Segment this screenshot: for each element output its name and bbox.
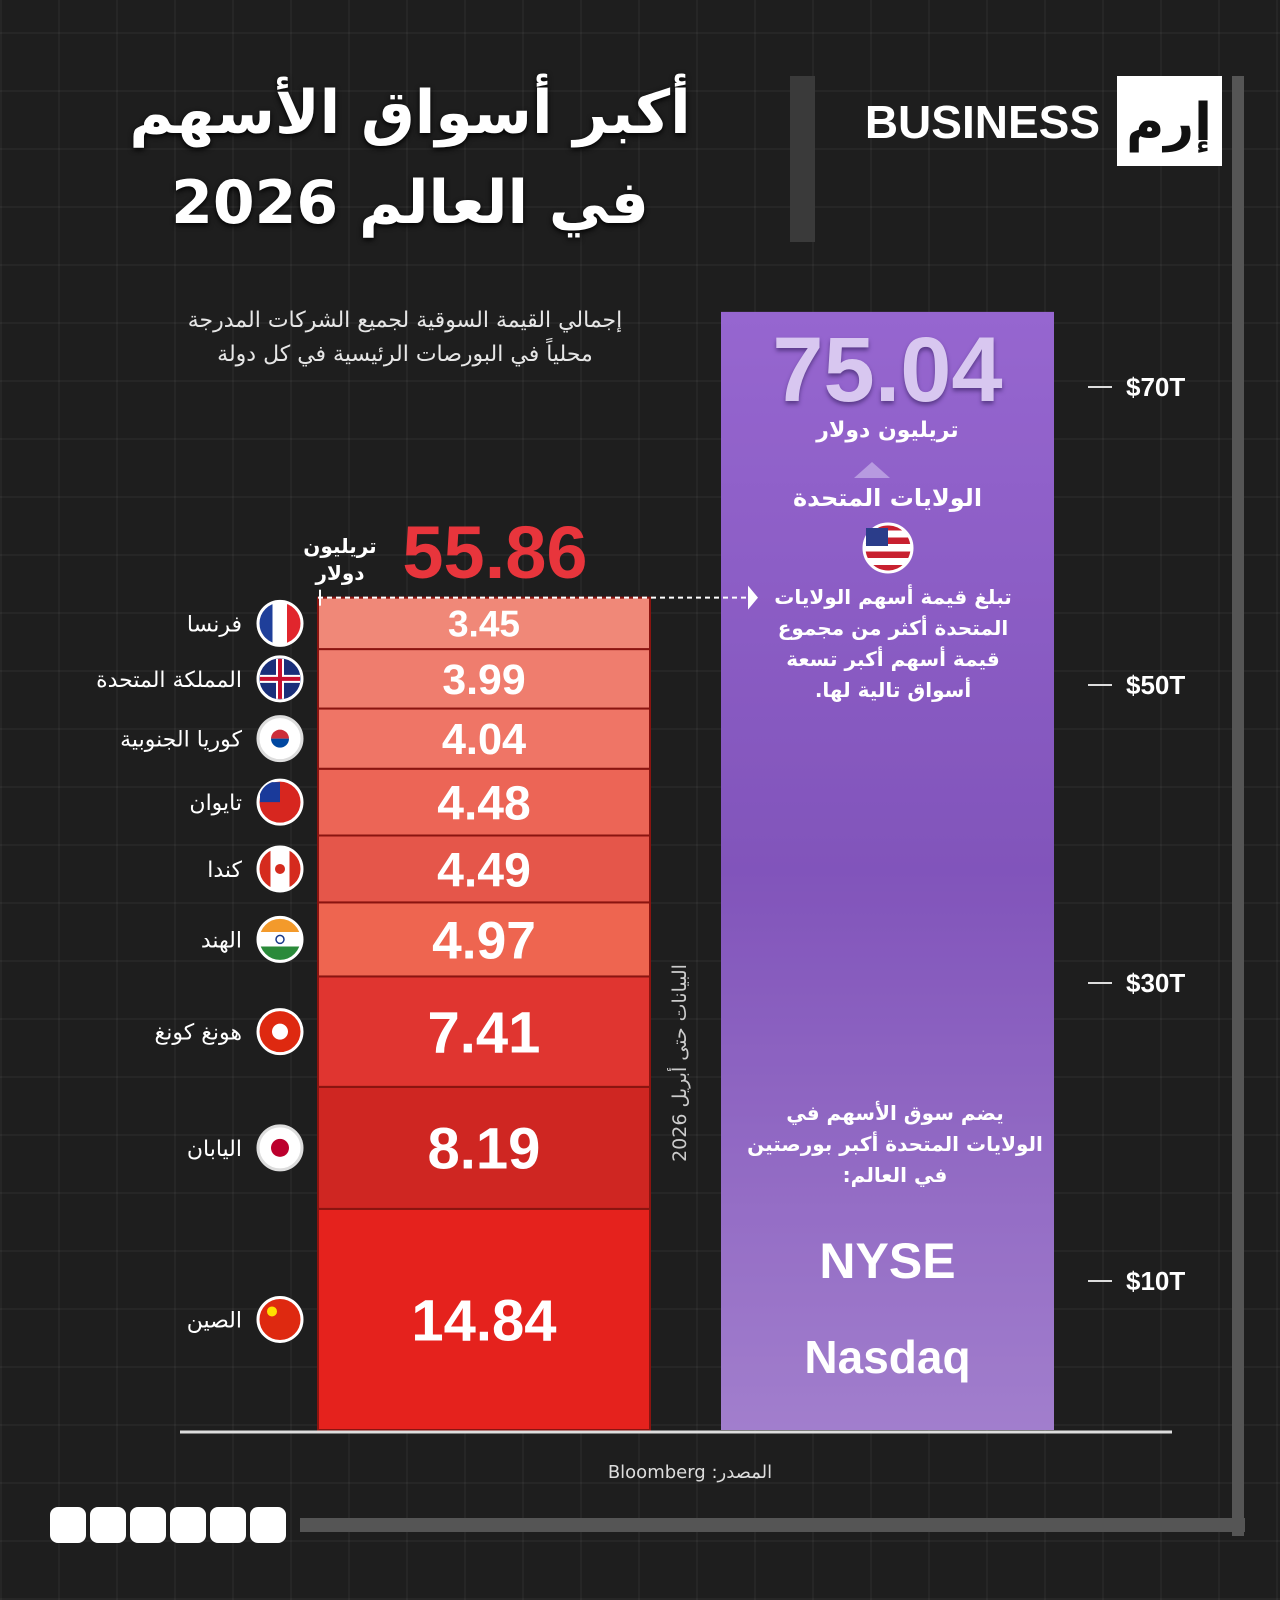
segment <box>317 1207 651 1432</box>
flag-taeguk-red <box>271 729 289 739</box>
segment-label: 4.49 <box>437 843 531 897</box>
country-label: المملكة المتحدة <box>96 668 242 693</box>
segment-label: 8.19 <box>428 1117 541 1182</box>
segment-label: 7.41 <box>428 1001 541 1066</box>
logo-box <box>1117 76 1222 166</box>
leader-note: تبلغ قيمة أسهم الولايات المتحدة أكثر من … <box>774 585 1012 702</box>
total-unit: تريليون دولار <box>303 534 377 585</box>
youtube-icon[interactable] <box>250 1507 286 1543</box>
logo: إرم <box>1126 93 1212 153</box>
segment-label: 4.97 <box>432 912 536 971</box>
segment-label: 3.99 <box>442 656 525 704</box>
country-label: كوريا الجنوبية <box>120 728 242 753</box>
flag-china <box>256 1295 304 1343</box>
facebook-icon[interactable] <box>50 1507 86 1543</box>
flag <box>256 778 304 826</box>
subtitle-line-1: إجمالي القيمة السوقية لجميع الشركات المد… <box>187 308 623 333</box>
country-label: تايوان <box>189 791 242 816</box>
segment-label: 3.45 <box>448 603 520 645</box>
flag <box>256 1124 304 1172</box>
leader-name: الولايات المتحدة <box>792 484 983 512</box>
data-note: البيانات حتى أبريل 2026 <box>669 964 691 1162</box>
flag-cross-red <box>260 658 300 699</box>
instagram-icon[interactable] <box>90 1507 126 1543</box>
snapchat-icon[interactable] <box>210 1507 246 1543</box>
flag-india <box>256 915 304 963</box>
country-label: فرنسا <box>187 612 242 637</box>
title-line-2: في العالم 2026 <box>171 168 649 238</box>
flag <box>256 1295 304 1343</box>
flag-star <box>267 1306 277 1317</box>
leader-tint <box>721 311 1054 1430</box>
segment <box>317 834 651 904</box>
flag-dot <box>271 1138 289 1157</box>
leader-note-2: يضم سوق الأسهم في الولايات المتحدة أكبر … <box>747 1101 1043 1187</box>
segment <box>317 1085 651 1210</box>
segment <box>317 901 651 978</box>
segment <box>317 596 651 651</box>
flag-taeguk-blue <box>271 738 289 748</box>
total-arrow <box>748 585 758 610</box>
us-flag-canton <box>866 528 888 546</box>
y-tick-label: $30T <box>1126 968 1185 998</box>
country-label: هونغ كونغ <box>155 1021 242 1046</box>
leader-unit: تريليون دولار <box>816 418 959 443</box>
y-tick-label: $70T <box>1126 372 1185 402</box>
flag <box>256 715 304 763</box>
exchange-nyse: NYSE <box>819 1233 956 1289</box>
segment <box>317 975 651 1088</box>
exchange-nasdaq: Nasdaq <box>804 1331 971 1383</box>
source: المصدر: Bloomberg <box>607 1462 773 1483</box>
flag <box>256 845 304 893</box>
y-tick-label: $50T <box>1126 670 1185 700</box>
segment-label: 4.04 <box>442 716 526 764</box>
leader-arrow <box>854 462 890 478</box>
country-label: الصين <box>187 1308 242 1333</box>
country-label: الهند <box>201 928 242 953</box>
segment-label: 4.48 <box>437 776 531 830</box>
country-label: كندا <box>207 858 242 883</box>
flag-canton <box>260 782 280 803</box>
flag-france <box>256 599 304 647</box>
flag <box>256 1008 304 1056</box>
brand-bar <box>790 76 815 242</box>
total-value: 55.86 <box>402 511 588 594</box>
frame-right <box>1232 76 1244 1536</box>
segment <box>317 767 651 837</box>
flag <box>256 655 304 703</box>
segment <box>317 648 651 710</box>
brand: BUSINESS <box>865 96 1100 148</box>
title-line-1: أكبر أسواق الأسهم <box>129 78 691 148</box>
flag-chakra <box>275 934 285 945</box>
flag-leaf <box>275 863 285 874</box>
tiktok-icon[interactable] <box>170 1507 206 1543</box>
segment-label: 14.84 <box>411 1288 556 1353</box>
footer-bar <box>300 1518 1245 1532</box>
flag <box>256 599 304 647</box>
y-tick-label: $10T <box>1126 1266 1185 1296</box>
subtitle-line-2: محلياً في البورصات الرئيسية في كل دولة <box>217 342 593 367</box>
x-icon[interactable] <box>130 1507 166 1543</box>
leader-value: 75.04 <box>772 319 1003 421</box>
flag-bauhinia <box>272 1023 288 1040</box>
leader-bar <box>721 311 1054 1430</box>
social-icons <box>50 1507 286 1543</box>
country-label: اليابان <box>187 1137 242 1162</box>
flag <box>256 915 304 963</box>
